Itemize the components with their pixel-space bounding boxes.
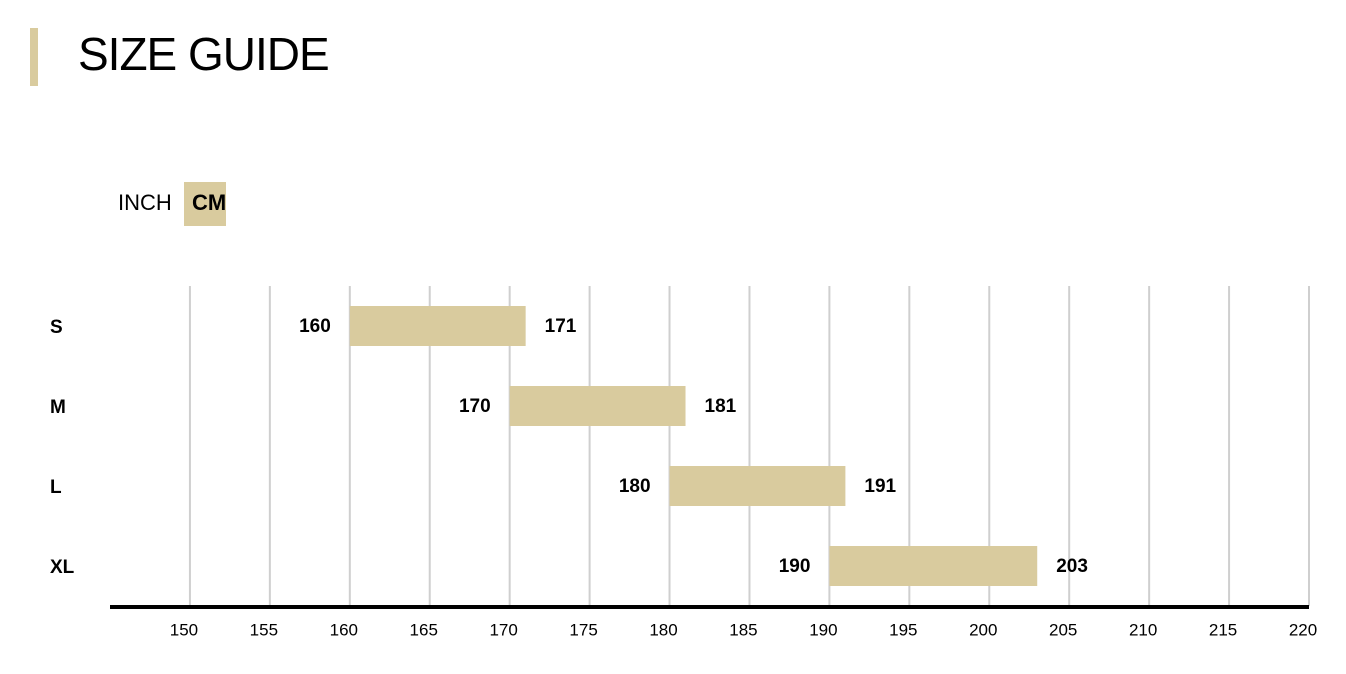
range-bar [509, 386, 686, 426]
x-tick-label: 190 [809, 620, 837, 639]
range-bar [349, 306, 526, 346]
category-label: M [50, 397, 66, 418]
range-bar [829, 546, 1038, 586]
low-label: 170 [459, 396, 491, 417]
x-tick-label: 165 [410, 620, 438, 639]
x-tick-label: 160 [330, 620, 358, 639]
x-tick-label: 150 [170, 620, 198, 639]
x-tick-label: 215 [1209, 620, 1237, 639]
low-label: 160 [299, 316, 331, 337]
x-tick-label: 220 [1289, 620, 1317, 639]
category-label: S [50, 317, 63, 338]
x-tick-label: 155 [250, 620, 278, 639]
toggle-option[interactable]: CM [192, 190, 226, 215]
range-bar [669, 466, 846, 506]
x-tick-label: 195 [889, 620, 917, 639]
x-tick-label: 200 [969, 620, 997, 639]
high-label: 181 [705, 396, 737, 417]
category-label: XL [50, 557, 75, 578]
high-label: 203 [1056, 556, 1088, 577]
x-tick-label: 185 [729, 620, 757, 639]
category-label: L [50, 477, 62, 498]
high-label: 191 [864, 476, 896, 497]
chart: 150 155 160 165 170 175 180 185 190 195 200 205 210 2… [50, 286, 1317, 639]
low-label: 190 [779, 556, 811, 577]
x-tick-label: 170 [489, 620, 517, 639]
low-label: 180 [619, 476, 651, 497]
title-accent [30, 28, 38, 86]
unit-toggle: INCH CM [118, 182, 226, 226]
x-tick-label: 175 [569, 620, 597, 639]
x-tick-label: 180 [649, 620, 677, 639]
toggle-option[interactable]: INCH [118, 190, 172, 215]
page-title: SIZE GUIDE [78, 28, 329, 80]
toggle-active-bg [184, 182, 226, 226]
x-tick-label: 205 [1049, 620, 1077, 639]
high-label: 171 [545, 316, 577, 337]
x-tick-label: 210 [1129, 620, 1157, 639]
